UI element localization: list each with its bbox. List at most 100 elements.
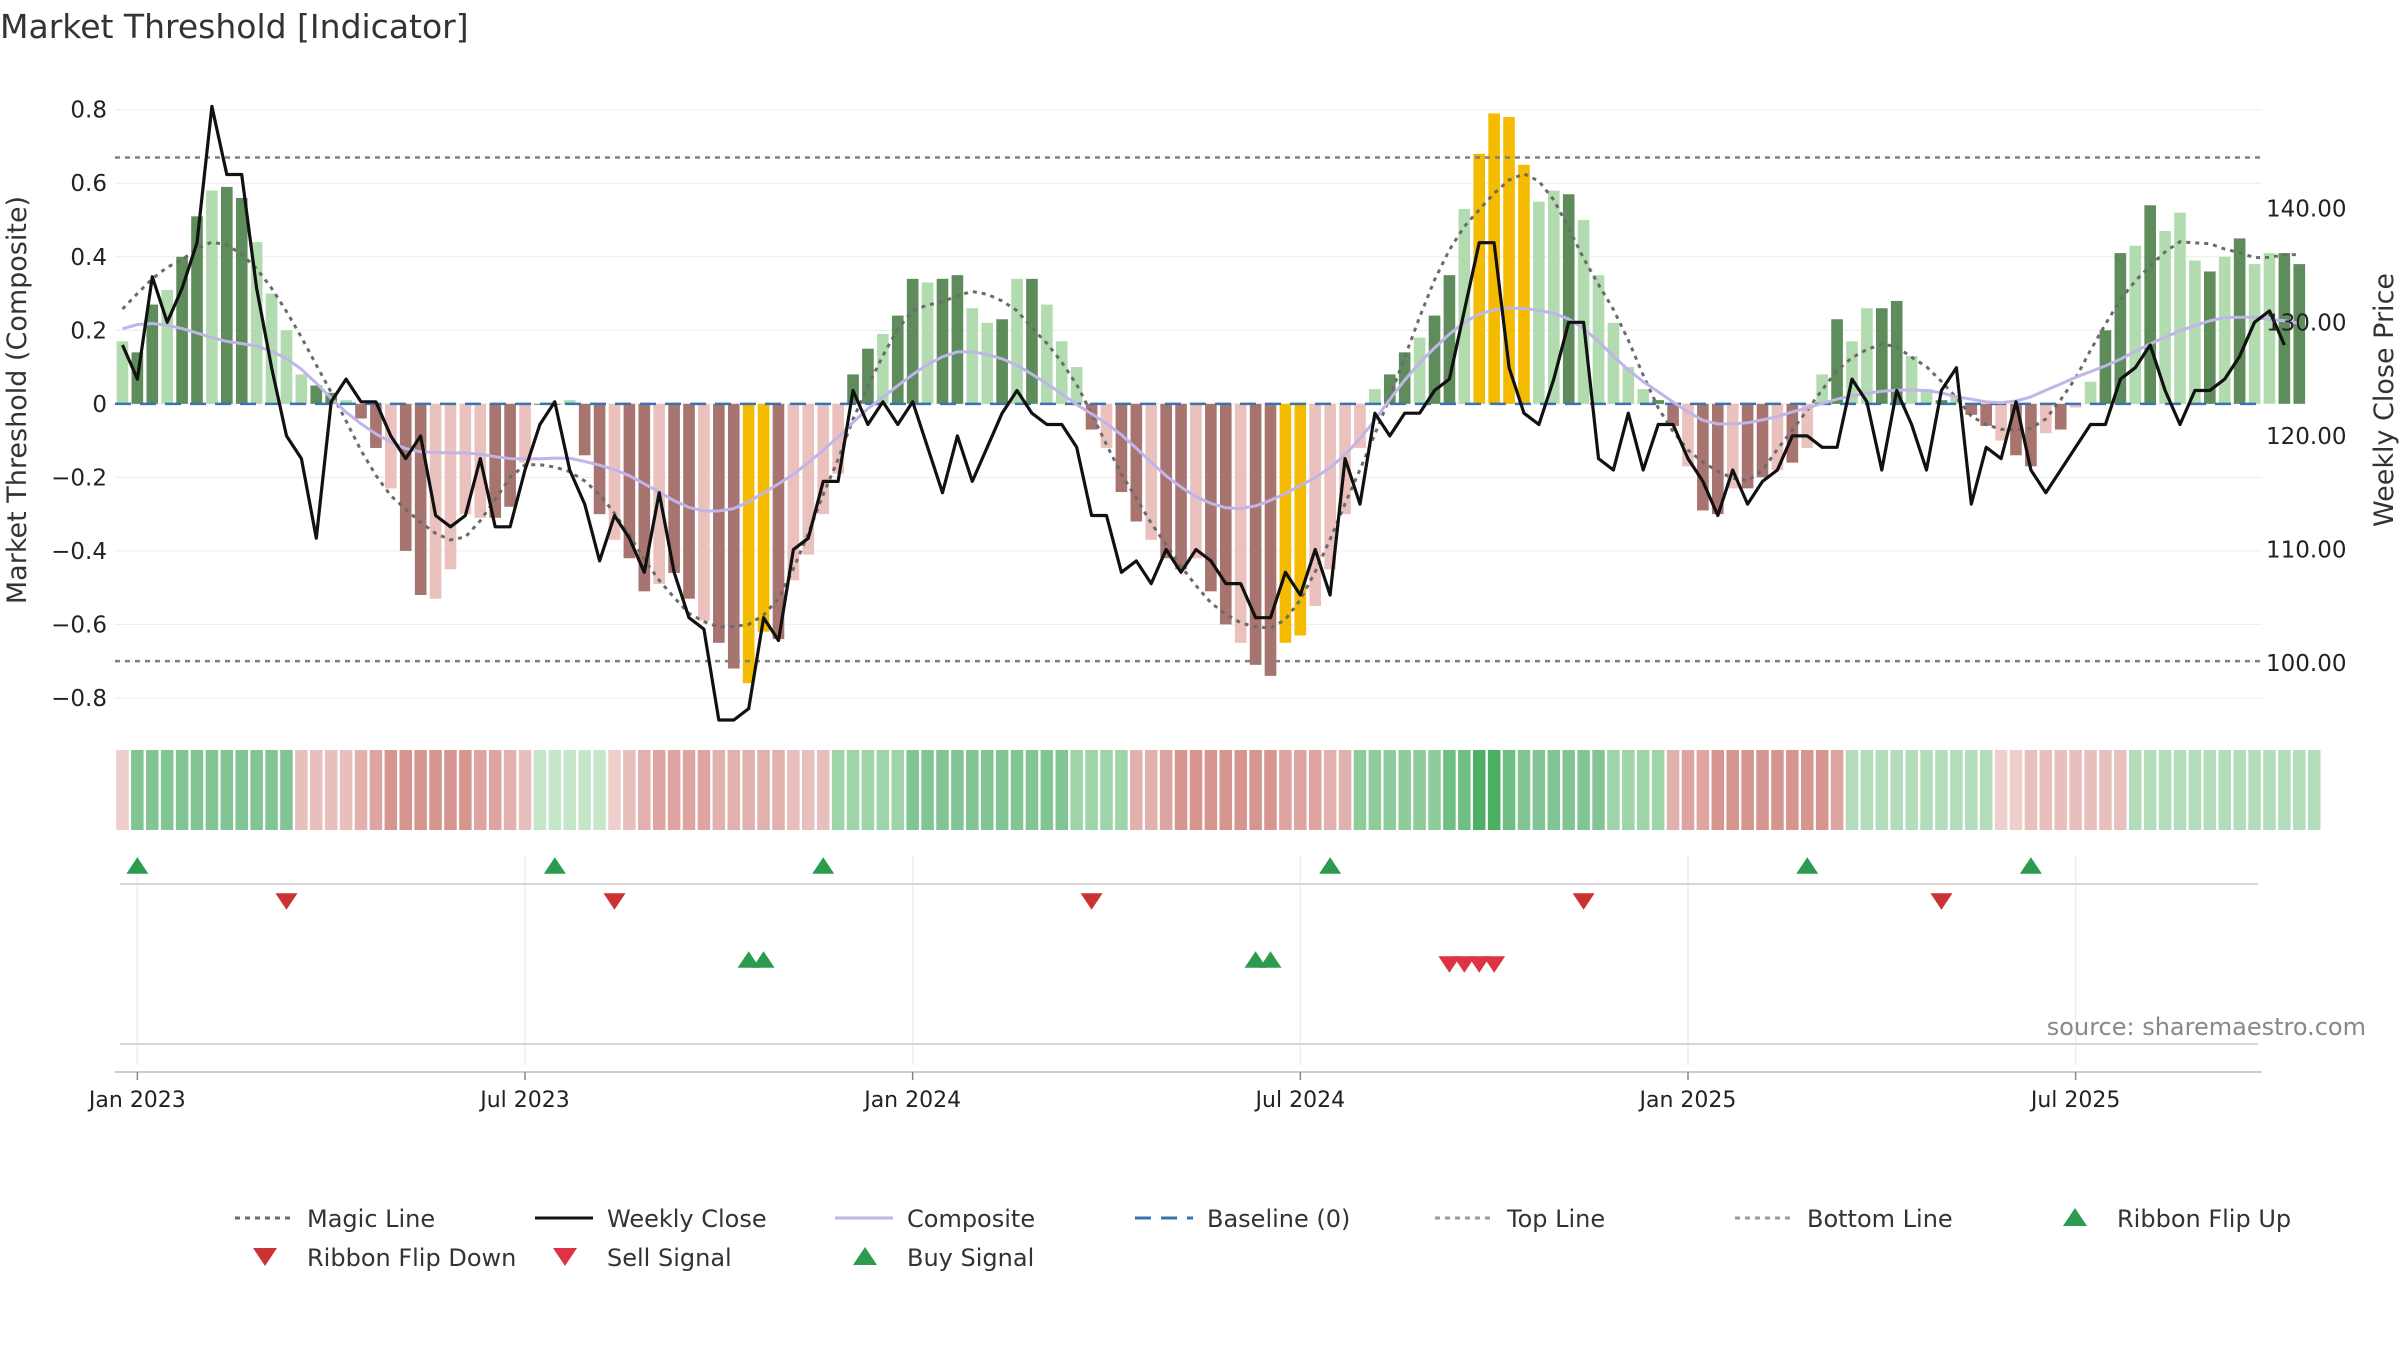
composite-bar xyxy=(1875,308,1888,404)
ribbon-cell xyxy=(235,750,248,830)
ribbon-cell xyxy=(2099,750,2112,830)
y-axis: 0.8 0.6 0.4 0.2 0 −0.2 −0.4 −0.6 −0.8 xyxy=(51,98,107,712)
weekly-close-line xyxy=(121,104,2286,722)
ribbon-cell xyxy=(459,750,472,830)
composite-bar xyxy=(1622,367,1635,404)
ribbon-cell xyxy=(2069,750,2082,830)
ribbon-flip-down-marker xyxy=(1930,893,1953,910)
composite-bar xyxy=(235,197,248,404)
ribbon-cell xyxy=(1562,750,1575,830)
ribbon-cell xyxy=(831,750,845,830)
composite-bar xyxy=(1503,117,1515,404)
composite-bar xyxy=(1190,403,1202,559)
y-tick-label: 0 xyxy=(92,392,107,418)
ribbon-cell xyxy=(1234,750,1247,830)
composite-bar xyxy=(1354,403,1366,448)
composite-bar xyxy=(534,403,546,405)
y-tick-label: −0.6 xyxy=(51,612,107,638)
ribbon-flip-up-marker xyxy=(1796,857,1819,874)
legend-label: Composite xyxy=(907,1205,1035,1233)
ribbon-cell xyxy=(369,750,383,830)
composite-bar xyxy=(2248,264,2261,404)
ribbon-cell xyxy=(1800,750,1814,830)
ribbon-cell xyxy=(2203,750,2217,830)
ribbon-cell xyxy=(1264,750,1277,830)
y2-tick-label: 110.00 xyxy=(2266,538,2346,564)
ribbon-cell xyxy=(190,750,204,830)
ribbon-cell xyxy=(1085,750,1098,830)
ribbon-cell xyxy=(1547,750,1561,830)
composite-bar xyxy=(295,374,308,404)
ribbon-cell xyxy=(339,750,353,830)
composite-bar xyxy=(221,186,233,404)
ribbon-cell xyxy=(1666,750,1680,830)
composite-bar xyxy=(1294,403,1307,636)
signal-markers xyxy=(120,855,2258,1065)
ribbon-cell xyxy=(697,750,711,830)
composite-bar xyxy=(2218,256,2231,404)
magic-line xyxy=(121,172,2300,630)
composite-bar xyxy=(1547,190,1560,404)
composite-bar xyxy=(1264,403,1277,676)
composite-bar xyxy=(504,403,516,507)
ribbon-cell xyxy=(1458,750,1471,830)
ribbon-cell xyxy=(652,750,666,830)
composite-bar xyxy=(683,403,695,599)
composite-bar xyxy=(1682,403,1694,467)
composite-bar xyxy=(2054,403,2067,430)
composite-bar xyxy=(1205,403,1217,592)
ribbon-cell xyxy=(1756,750,1769,830)
ribbon-cell xyxy=(1935,750,1948,830)
ribbon-cell xyxy=(1979,750,1993,830)
ribbon-cell xyxy=(1875,750,1889,830)
composite-bar xyxy=(2010,403,2022,456)
composite-bar xyxy=(757,403,770,632)
ribbon-cell xyxy=(2218,750,2231,830)
composite-bar xyxy=(1711,403,1724,515)
composite-bar xyxy=(146,304,159,404)
composite-bar xyxy=(340,400,352,404)
composite-bar xyxy=(981,322,994,404)
composite-bar xyxy=(1533,201,1545,404)
ribbon-cell xyxy=(787,750,800,830)
ribbon-cell xyxy=(280,750,293,830)
composite-bar xyxy=(2263,253,2276,404)
ribbon-cell xyxy=(131,750,144,830)
composite-bar xyxy=(2144,205,2156,404)
ribbon-cell xyxy=(1159,750,1173,830)
ribbon-cell xyxy=(1353,750,1367,830)
y2-axis: 140.00 130.00 120.00 110.00 100.00 xyxy=(2266,197,2346,678)
composite-bar xyxy=(1771,403,1784,470)
ribbon-cell xyxy=(1398,750,1411,830)
buy-signal-marker xyxy=(752,951,775,968)
composite-bar xyxy=(2174,212,2186,404)
legend-label: Ribbon Flip Up xyxy=(2117,1205,2291,1233)
chart-title: Market Threshold [Indicator] xyxy=(0,7,469,46)
composite-bar xyxy=(1383,374,1396,404)
composite-bar xyxy=(1562,194,1575,404)
composite-bar xyxy=(1055,341,1068,404)
composite-bar xyxy=(370,403,382,448)
ribbon-flip-down-marker xyxy=(1572,893,1595,910)
ribbon-cell xyxy=(1964,750,1978,830)
ribbon-cell xyxy=(1040,750,1054,830)
composite-bar xyxy=(1786,403,1799,463)
composite-line xyxy=(122,306,2300,513)
ribbon-cell xyxy=(1279,750,1292,830)
ribbon-cell xyxy=(1607,750,1620,830)
ribbon-cell xyxy=(116,750,129,830)
legend-label: Top Line xyxy=(1506,1205,1605,1233)
composite-bar xyxy=(1861,308,1873,404)
x-tick-label: Jan 2023 xyxy=(87,1088,186,1113)
composite-bar xyxy=(1369,389,1381,404)
composite-bar xyxy=(1413,337,1426,404)
composite-bar xyxy=(399,403,412,551)
composite-bar xyxy=(1920,389,1933,404)
y2-tick-label: 130.00 xyxy=(2266,310,2346,336)
composite-bar xyxy=(1965,403,1978,415)
ribbon-strip xyxy=(116,750,2321,830)
composite-bar xyxy=(1026,278,1038,404)
ribbon-cell xyxy=(1025,750,1039,830)
composite-bar xyxy=(1697,403,1709,511)
